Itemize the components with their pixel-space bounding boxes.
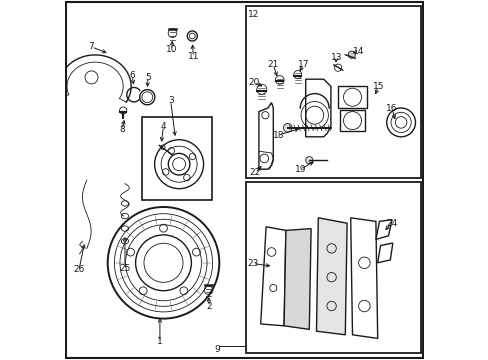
Polygon shape xyxy=(284,229,310,329)
Text: 8: 8 xyxy=(119,125,125,134)
Text: 3: 3 xyxy=(167,96,173,105)
Text: 15: 15 xyxy=(372,82,384,91)
Text: 2: 2 xyxy=(206,302,212,311)
Polygon shape xyxy=(337,86,366,108)
Text: 20: 20 xyxy=(248,78,259,87)
Text: 10: 10 xyxy=(166,45,177,54)
Text: 23: 23 xyxy=(246,259,258,268)
Bar xyxy=(142,117,212,200)
Text: 21: 21 xyxy=(267,60,279,69)
Text: 22: 22 xyxy=(249,168,261,177)
Polygon shape xyxy=(258,103,273,169)
Text: 13: 13 xyxy=(330,53,341,62)
Polygon shape xyxy=(260,227,285,326)
Text: 9: 9 xyxy=(214,345,220,354)
Circle shape xyxy=(283,123,291,132)
Polygon shape xyxy=(350,218,377,338)
Text: 19: 19 xyxy=(294,165,305,174)
Text: 16: 16 xyxy=(386,104,397,113)
Text: 24: 24 xyxy=(386,219,397,228)
Text: 6: 6 xyxy=(129,71,135,80)
Polygon shape xyxy=(377,243,392,263)
Text: 11: 11 xyxy=(187,53,199,62)
Text: 25: 25 xyxy=(119,264,130,273)
Bar xyxy=(246,182,420,353)
Text: 12: 12 xyxy=(247,10,259,19)
Text: 26: 26 xyxy=(73,266,84,275)
Text: 17: 17 xyxy=(298,60,309,69)
Polygon shape xyxy=(305,79,330,137)
Circle shape xyxy=(347,51,355,58)
Polygon shape xyxy=(339,110,365,131)
Text: 7: 7 xyxy=(88,42,94,51)
Polygon shape xyxy=(375,220,391,239)
Bar xyxy=(246,6,420,178)
Text: 18: 18 xyxy=(272,131,284,140)
Text: 5: 5 xyxy=(145,73,151,82)
Text: 14: 14 xyxy=(352,47,364,56)
Polygon shape xyxy=(316,218,346,335)
Text: 1: 1 xyxy=(157,338,163,346)
Text: 4: 4 xyxy=(161,122,166,131)
Circle shape xyxy=(305,157,312,164)
